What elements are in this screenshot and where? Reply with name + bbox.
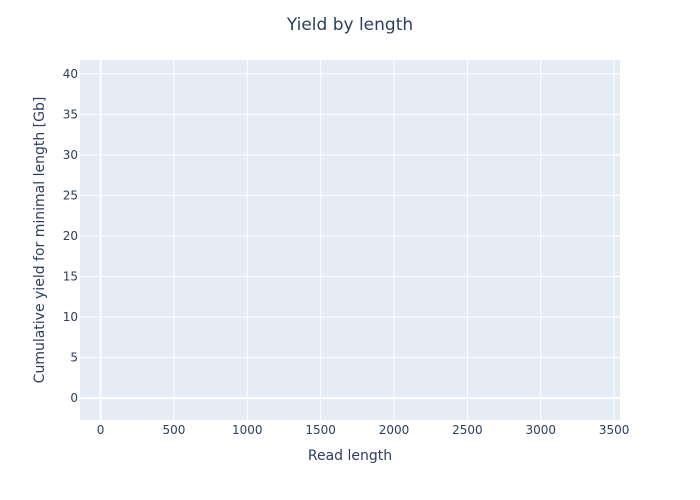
y-tick-label: 40 xyxy=(63,67,78,81)
chart-title: Yield by length xyxy=(286,15,413,35)
y-tick-label: 30 xyxy=(63,148,78,162)
y-gridlines xyxy=(80,73,620,400)
y-tick-label: 15 xyxy=(63,269,78,283)
x-tick-label: 2000 xyxy=(379,423,410,437)
y-axis-title: Cumulative yield for minimal length [Gb] xyxy=(32,97,48,384)
x-tick-labels: 0 500 1000 1500 2000 2500 3000 3500 xyxy=(97,423,630,437)
x-tick-label: 500 xyxy=(162,423,185,437)
y-tick-label: 10 xyxy=(63,310,78,324)
y-tick-label: 5 xyxy=(70,351,78,365)
x-tick-label: 3500 xyxy=(599,423,630,437)
x-tick-label: 3000 xyxy=(525,423,556,437)
x-gridlines xyxy=(99,60,615,420)
x-tick-label: 1000 xyxy=(232,423,263,437)
plot-area xyxy=(80,60,620,420)
x-axis-title: Read length xyxy=(308,448,392,464)
x-tick-label: 0 xyxy=(97,423,105,437)
y-tick-label: 35 xyxy=(63,107,78,121)
x-tick-label: 1500 xyxy=(305,423,336,437)
y-tick-label: 25 xyxy=(63,188,78,202)
y-tick-label: 20 xyxy=(63,229,78,243)
x-tick-label: 2500 xyxy=(452,423,483,437)
y-tick-labels: 0 5 10 15 20 25 30 35 40 xyxy=(63,67,78,405)
y-tick-label: 0 xyxy=(70,391,78,405)
